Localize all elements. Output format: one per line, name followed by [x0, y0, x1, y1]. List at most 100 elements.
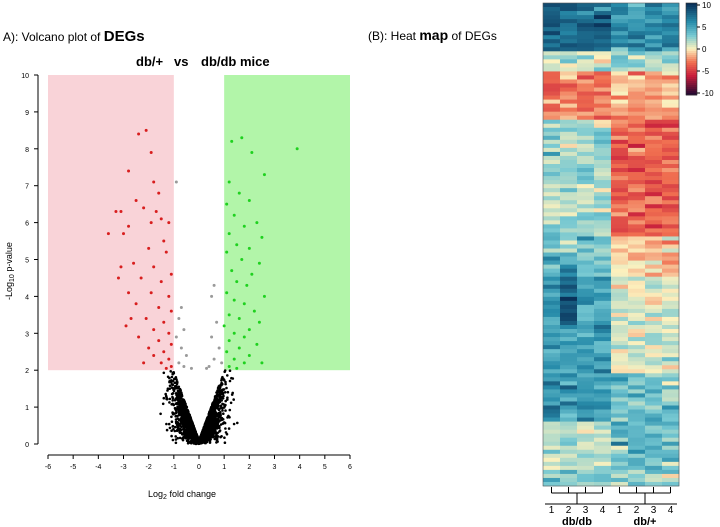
- heatmap-cell: [611, 39, 628, 43]
- heatmap-cell: [560, 88, 577, 92]
- heatmap-cell: [662, 51, 679, 55]
- heatmap-cell: [611, 196, 628, 200]
- point-low: [176, 437, 179, 440]
- heatmap-cell: [560, 438, 577, 442]
- point-low: [222, 418, 225, 421]
- heatmap-cell: [611, 23, 628, 27]
- heatmap-cell: [628, 236, 645, 240]
- heatmap-cell: [560, 67, 577, 71]
- point-down-regulated: [119, 265, 122, 268]
- heatmap-cell: [560, 43, 577, 47]
- point-low: [225, 387, 228, 390]
- point-low: [174, 426, 177, 429]
- heatmap-cell: [611, 11, 628, 15]
- heatmap-cell: [611, 35, 628, 39]
- heatmap-cell: [611, 152, 628, 156]
- heatmap-cell: [560, 273, 577, 277]
- heatmap-cell: [662, 245, 679, 249]
- heatmap-cell: [645, 51, 662, 55]
- heatmap-cell: [611, 156, 628, 160]
- point-low: [183, 418, 186, 421]
- heatmap-cell: [628, 132, 645, 136]
- heatmap-cell: [543, 313, 560, 317]
- point-low: [168, 377, 171, 380]
- heatmap-cell: [645, 305, 662, 309]
- point-down-regulated: [150, 221, 153, 224]
- heatmap-cell: [662, 55, 679, 59]
- heatmap-cell: [628, 466, 645, 470]
- heatmap-cell: [594, 466, 611, 470]
- point-up-regulated: [233, 358, 236, 361]
- heatmap-cell: [645, 454, 662, 458]
- heatmap-cell: [594, 96, 611, 100]
- heatmap-cell: [611, 180, 628, 184]
- heatmap-cell: [577, 253, 594, 257]
- point-low: [188, 437, 191, 440]
- heatmap-cell: [611, 393, 628, 397]
- heatmap-cell: [645, 393, 662, 397]
- heatmap-cell: [577, 240, 594, 244]
- point-low: [212, 410, 215, 413]
- heatmap-cell: [560, 269, 577, 273]
- point-low: [179, 437, 182, 440]
- heatmap-cell: [594, 35, 611, 39]
- heatmap-cell: [611, 269, 628, 273]
- heatmap-cell: [560, 19, 577, 23]
- point-up-regulated: [223, 324, 226, 327]
- heatmap-cell: [628, 220, 645, 224]
- heatmap-cell: [645, 482, 662, 486]
- heatmap-cell: [628, 253, 645, 257]
- figure: A): Volcano plot of DEGs db/+ vs db/db m…: [0, 0, 720, 527]
- heatmap-column-label: 3: [583, 505, 589, 516]
- point-down-regulated: [114, 210, 117, 213]
- heatmap-cell: [543, 341, 560, 345]
- heatmap-cell: [560, 381, 577, 385]
- heatmap-cell: [543, 184, 560, 188]
- heatmap-cell: [662, 128, 679, 132]
- heatmap-cell: [594, 236, 611, 240]
- heatmap-cell: [560, 458, 577, 462]
- heatmap-cell: [594, 116, 611, 120]
- heatmap-cell: [645, 281, 662, 285]
- heatmap-cell: [662, 140, 679, 144]
- point-low: [200, 435, 203, 438]
- group-right-label: db/db mice: [201, 54, 270, 69]
- heatmap-cell: [577, 140, 594, 144]
- heatmap-cell: [594, 108, 611, 112]
- heatmap-cell: [628, 406, 645, 410]
- heatmap-cell: [577, 160, 594, 164]
- heatmap-cell: [645, 11, 662, 15]
- point-low: [166, 389, 169, 392]
- heatmap-cell: [543, 232, 560, 236]
- heatmap-cell: [560, 160, 577, 164]
- heatmap-cell: [560, 188, 577, 192]
- point-low: [215, 406, 218, 409]
- heatmap-cell: [611, 51, 628, 55]
- heatmap-cell: [577, 281, 594, 285]
- heatmap-cell: [628, 67, 645, 71]
- heatmap-cell: [611, 136, 628, 140]
- heatmap-cell: [577, 369, 594, 373]
- heatmap-cell: [662, 430, 679, 434]
- heatmap-cell: [645, 438, 662, 442]
- point-low: [175, 442, 178, 445]
- point-low: [215, 414, 218, 417]
- heatmap-cell: [611, 410, 628, 414]
- heatmap-cell: [611, 59, 628, 63]
- heatmap-cell: [543, 216, 560, 220]
- heatmap-cell: [577, 124, 594, 128]
- heatmap-cell: [560, 92, 577, 96]
- heatmap-cell: [611, 401, 628, 405]
- heatmap-cell: [645, 478, 662, 482]
- heatmap-cell: [662, 281, 679, 285]
- point-low: [220, 435, 223, 438]
- heatmap-cell: [662, 297, 679, 301]
- heatmap-cell: [594, 281, 611, 285]
- point-low: [220, 399, 223, 402]
- heatmap-cell: [611, 373, 628, 377]
- heatmap-cell: [662, 369, 679, 373]
- heatmap-cell: [628, 152, 645, 156]
- heatmap-cell: [543, 160, 560, 164]
- heatmap-cell: [645, 389, 662, 393]
- heatmap-cell: [577, 15, 594, 19]
